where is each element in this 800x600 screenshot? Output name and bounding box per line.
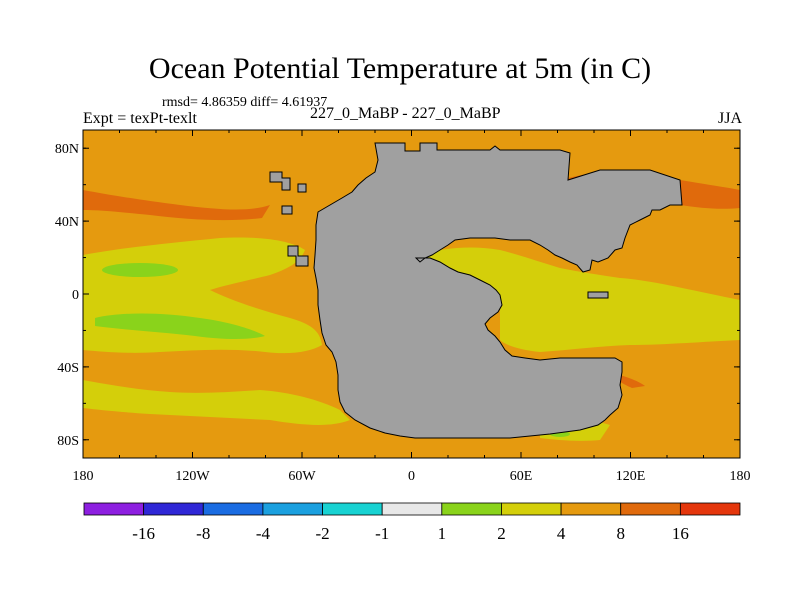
x-tick-label: 0 xyxy=(408,469,415,484)
warm-patch-south xyxy=(618,375,645,388)
colorbar-swatch xyxy=(143,502,204,516)
y-tick-label: 40S xyxy=(57,361,79,376)
colorbar: -16 -8 -4 -2 -1 1 2 4 8 16 xyxy=(83,502,741,543)
center-label: 227_0_MaBP - 227_0_MaBP xyxy=(310,105,501,122)
colorbar-label: 4 xyxy=(557,524,566,543)
plot-title: Ocean Potential Temperature at 5m (in C) xyxy=(148,52,652,85)
colorbar-swatch xyxy=(560,502,622,516)
stats-label: rmsd= 4.86359 diff= 4.61937 xyxy=(162,95,328,110)
green-patch-equatorial xyxy=(95,313,265,339)
season-label: JJA xyxy=(717,110,742,127)
colorbar-label: -4 xyxy=(256,524,271,543)
colorbar-label: -16 xyxy=(132,524,155,543)
y-axis: 80N 40N 0 40S 80S xyxy=(55,142,740,449)
island-coastal-west xyxy=(287,245,309,267)
x-tick-label: 180 xyxy=(73,469,94,484)
colorbar-label: -8 xyxy=(196,524,210,543)
island-tiny-west xyxy=(297,183,307,193)
southern-yellow-band xyxy=(83,380,350,425)
colorbar-label: -1 xyxy=(375,524,389,543)
colorbar-swatch xyxy=(441,502,502,516)
map-plot-area xyxy=(83,130,740,458)
green-patch-north xyxy=(102,263,178,277)
x-tick-label: 120E xyxy=(616,469,646,484)
land-pangaea xyxy=(313,142,683,439)
y-tick-label: 80S xyxy=(57,434,79,449)
colorbar-label: 16 xyxy=(672,524,689,543)
island-east xyxy=(587,291,609,299)
x-tick-label: 60W xyxy=(288,469,316,484)
colorbar-swatch xyxy=(501,502,562,516)
x-axis: 180 120W 60W 0 60E 120E 180 xyxy=(73,130,751,484)
colorbar-swatch xyxy=(620,502,681,516)
experiment-label: Expt = texPt-texlt xyxy=(83,110,197,127)
colorbar-label: 1 xyxy=(438,524,447,543)
warm-band-west xyxy=(83,190,270,221)
colorbar-swatch xyxy=(202,502,264,516)
tropical-yellow-zone-indian xyxy=(415,247,740,352)
colorbar-label: -2 xyxy=(315,524,329,543)
y-tick-label: 40N xyxy=(55,215,79,230)
x-tick-label: 60E xyxy=(510,469,533,484)
colorbar-swatch xyxy=(322,502,383,516)
colorbar-label: 2 xyxy=(497,524,506,543)
island-small-west xyxy=(281,205,293,215)
colorbar-swatch xyxy=(381,502,443,516)
y-tick-label: 80N xyxy=(55,142,79,157)
x-tick-label: 120W xyxy=(175,469,210,484)
colorbar-swatch xyxy=(262,502,323,516)
x-tick-label: 180 xyxy=(730,469,751,484)
y-tick-label: 0 xyxy=(72,288,79,303)
colorbar-swatch xyxy=(679,502,741,516)
colorbar-swatch xyxy=(83,502,145,516)
colorbar-label: 8 xyxy=(616,524,625,543)
island-northwest xyxy=(269,171,291,191)
